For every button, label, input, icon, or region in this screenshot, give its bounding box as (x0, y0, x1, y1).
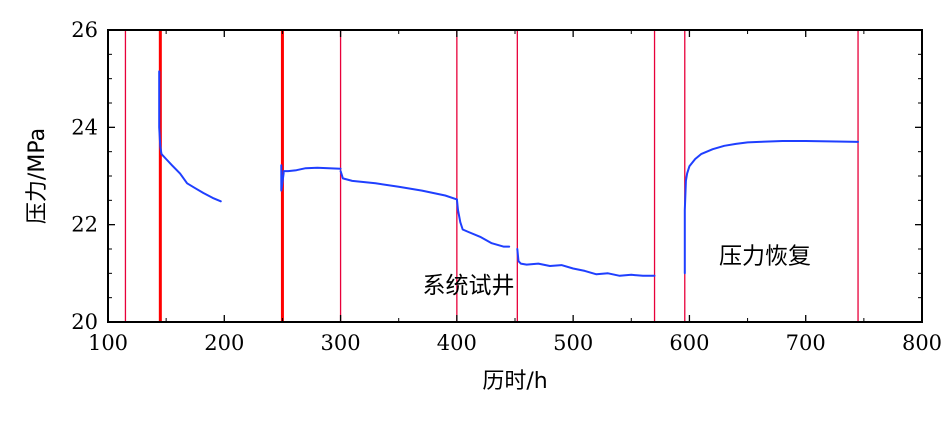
annotation-1: 压力恢复 (719, 244, 811, 270)
series-segment-0 (158, 70, 222, 203)
x-tick-label-2: 300 (321, 331, 361, 355)
x-axis-title: 历时/h (482, 369, 547, 394)
y-tick-label-3: 26 (71, 18, 98, 42)
axis-tick-labels: 100 200 300 400 500 600 700 800 20 22 24 26 (71, 18, 942, 355)
x-tick-label-5: 600 (669, 331, 709, 355)
x-tick-label-7: 800 (902, 331, 942, 355)
y-tick-label-1: 22 (71, 213, 98, 237)
x-tick-label-0: 100 (88, 331, 128, 355)
pressure-series (158, 70, 859, 277)
plot-frame (107, 29, 923, 323)
annotation-0: 系统试井 (422, 273, 514, 299)
chart-annotations: 系统试井 压力恢复 (422, 244, 811, 299)
axis-ticks (107, 29, 923, 323)
y-axis-title: 压力/MPa (25, 128, 50, 224)
series-segment-1 (280, 164, 342, 192)
series-segment-3 (455, 198, 511, 248)
series-segment-4 (516, 248, 656, 277)
y-tick-label-2: 24 (71, 115, 98, 139)
x-tick-label-6: 700 (786, 331, 826, 355)
series-segment-5 (683, 140, 859, 275)
series-segment-2 (339, 170, 458, 201)
x-tick-label-3: 400 (437, 331, 477, 355)
x-tick-label-1: 200 (204, 331, 244, 355)
y-tick-label-0: 20 (71, 310, 98, 334)
x-tick-label-4: 500 (553, 331, 593, 355)
